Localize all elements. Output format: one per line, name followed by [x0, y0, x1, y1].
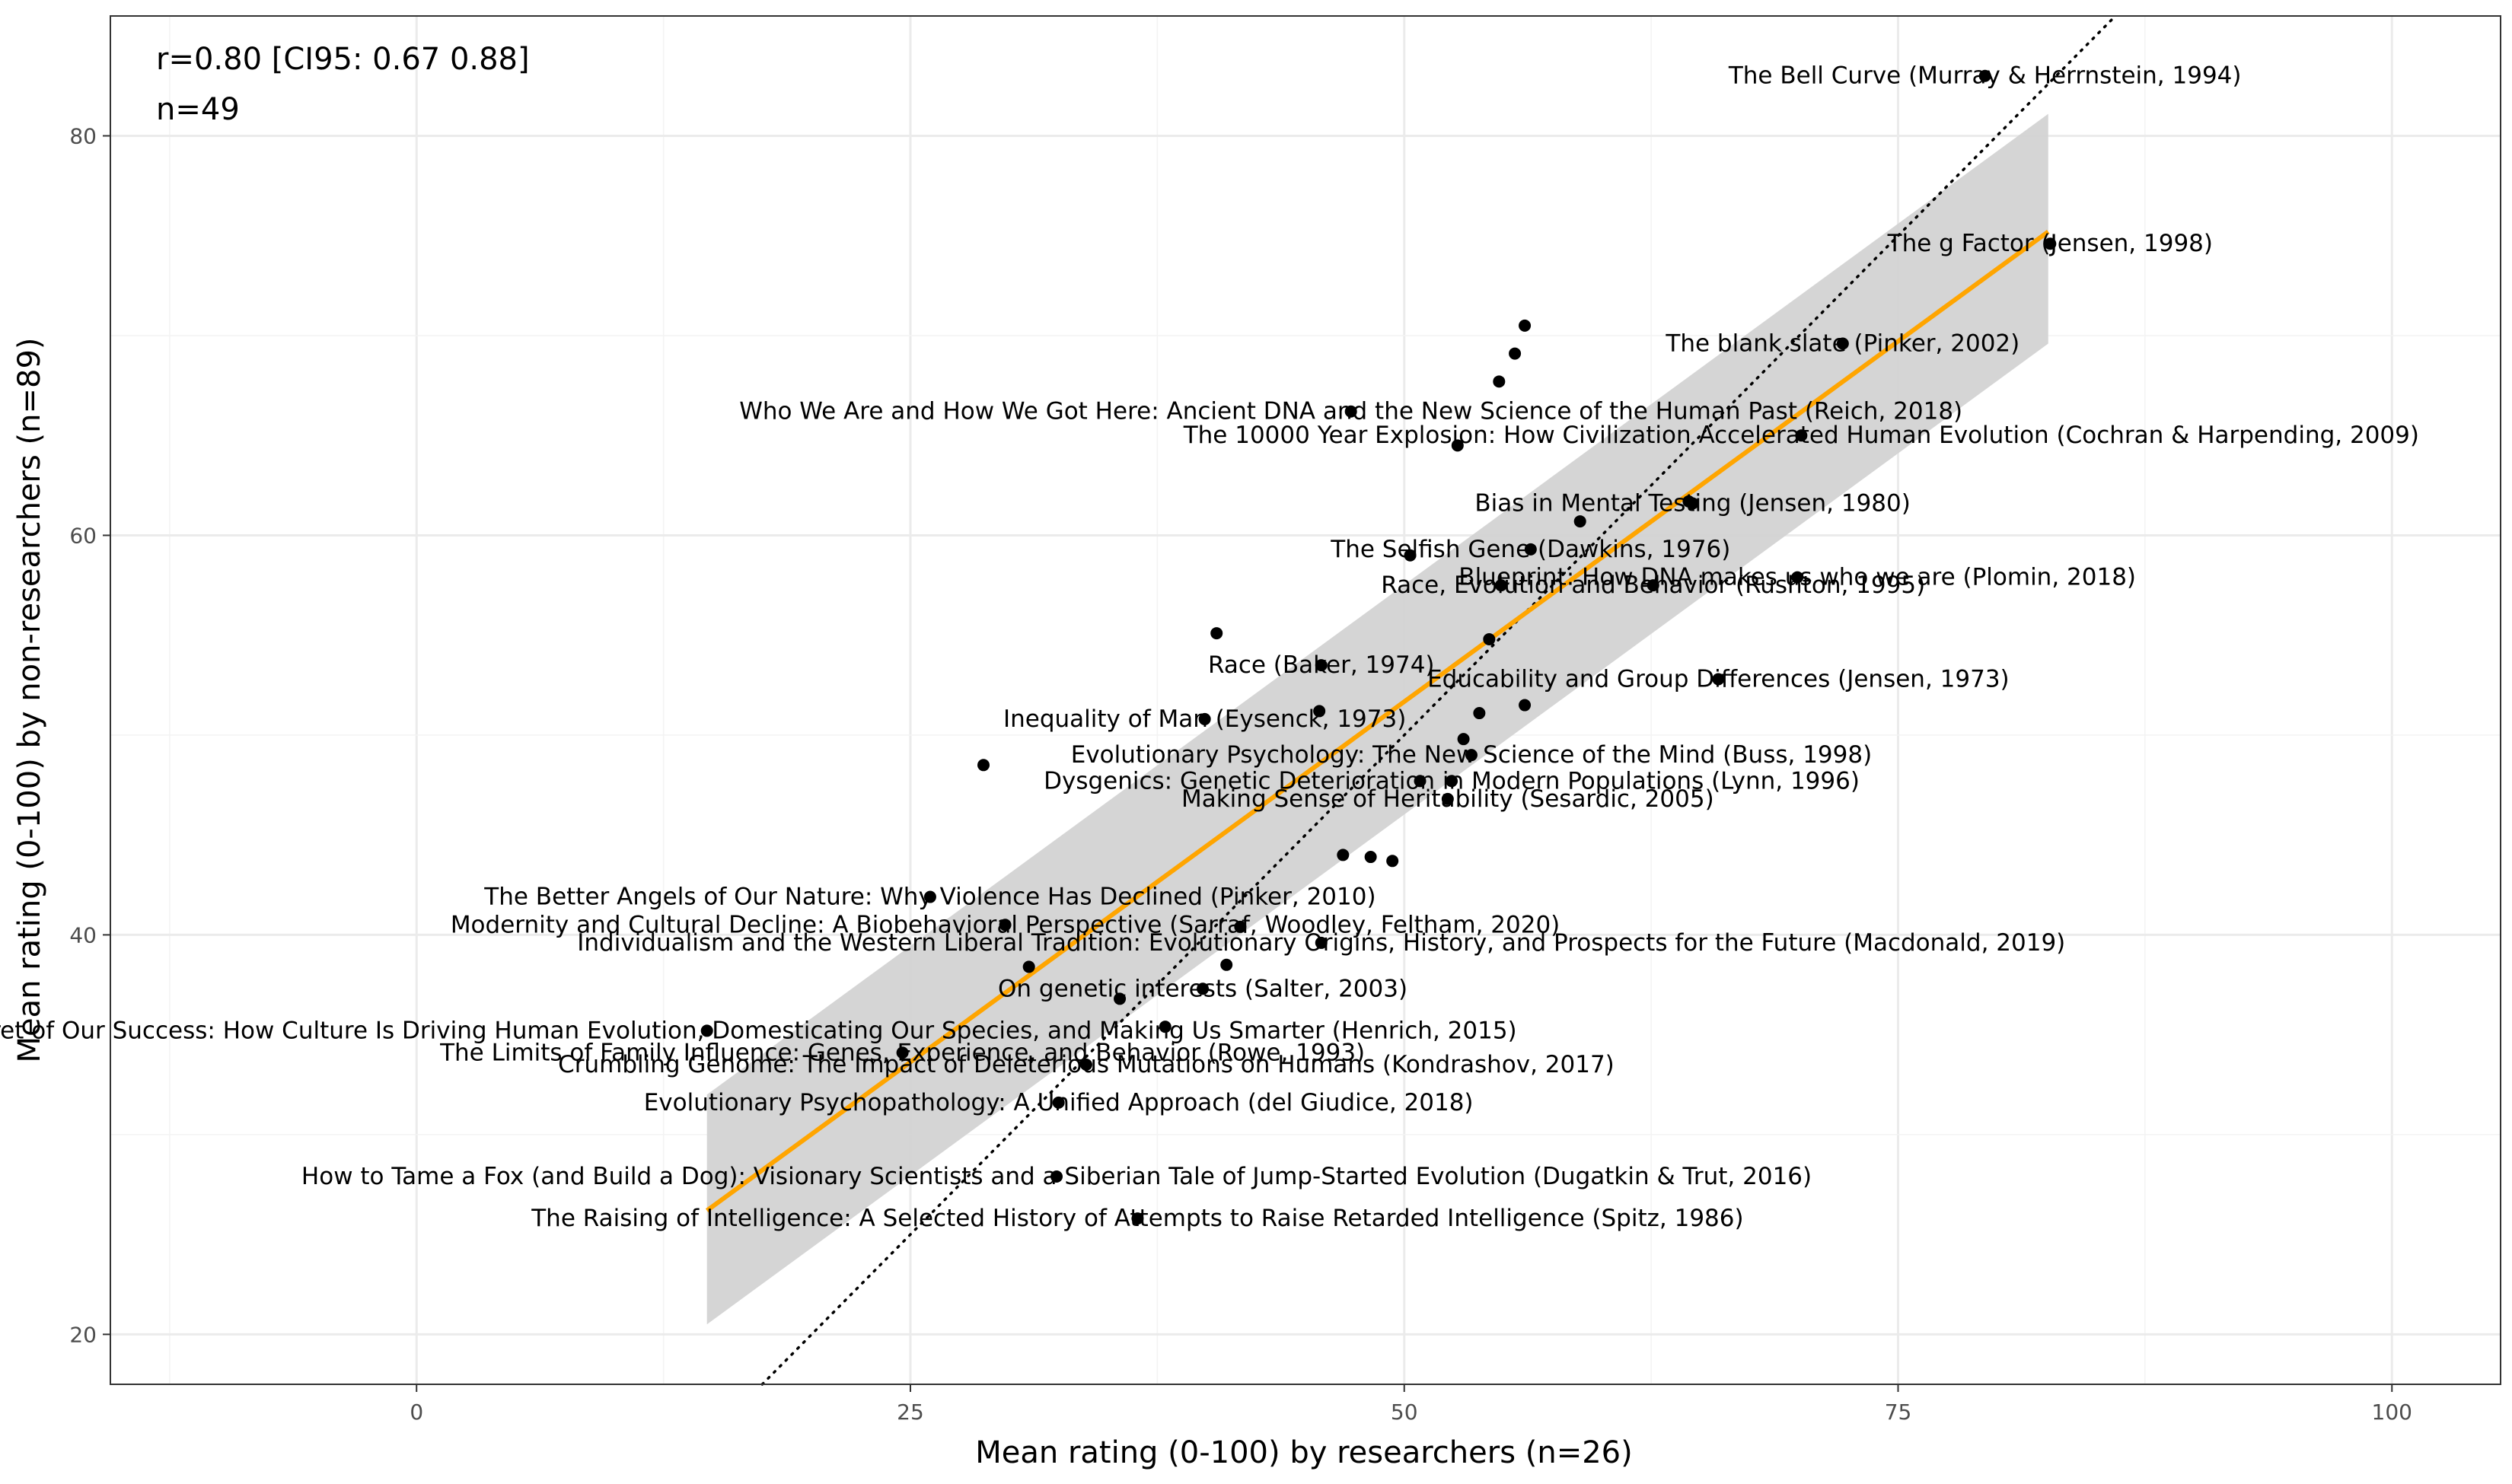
correlation-annotation: r=0.80 [CI95: 0.67 0.88]	[156, 42, 530, 77]
point-label: Race (Baker, 1974)	[1208, 651, 1435, 679]
data-point	[1022, 960, 1035, 973]
x-tick-label: 75	[1885, 1400, 1912, 1425]
data-point	[1414, 775, 1427, 788]
data-point	[1114, 992, 1127, 1005]
identity-line	[760, 14, 2117, 1386]
data-point	[1493, 375, 1506, 388]
data-point	[1519, 319, 1532, 332]
data-point	[999, 919, 1012, 931]
x-tick-label: 0	[410, 1400, 423, 1425]
point-label: Making Sense of Heritability (Sesardic, …	[1181, 785, 1714, 813]
data-point	[1050, 1170, 1063, 1183]
point-labels: The Bell Curve (Murray & Herrnstein, 199…	[0, 62, 2419, 1232]
data-point	[1519, 699, 1532, 712]
data-point	[1404, 549, 1417, 562]
point-label: The g Factor (Jensen, 1998)	[1887, 230, 2213, 257]
data-point	[1712, 673, 1725, 686]
y-tick-label: 40	[69, 922, 97, 947]
point-label: The Limits of Family Influence: Genes, E…	[439, 1039, 1365, 1066]
point-label: Blueprint: How DNA makes us who we are (…	[1458, 564, 2136, 591]
plot-border	[110, 15, 2501, 1385]
point-label: How to Tame a Fox (and Build a Dog): Vis…	[301, 1163, 1812, 1190]
point-label: The 10000 Year Explosion: How Civilizati…	[1183, 422, 2419, 449]
point-label: Inequality of Man (Eysenck, 1973)	[1003, 705, 1406, 733]
data-point	[923, 890, 936, 903]
point-label: Modernity and Cultural Decline: A Biobeh…	[451, 911, 1560, 938]
data-point	[1079, 1059, 1092, 1072]
data-point	[1465, 749, 1478, 762]
y-tick-label: 60	[69, 523, 97, 548]
point-label: Dysgenics: Genetic Deterioration in Mode…	[1044, 767, 1860, 795]
point-label: Who We Are and How We Got Here: Ancient …	[739, 398, 1962, 425]
data-point	[1524, 543, 1537, 556]
data-point	[1386, 855, 1399, 868]
data-point	[700, 1024, 713, 1037]
point-label: Educability and Group Differences (Jense…	[1427, 665, 2010, 693]
y-tick-label: 80	[69, 123, 97, 148]
point-label: The Raising of Intelligence: A Selected …	[531, 1205, 1743, 1232]
regression-line	[705, 230, 2050, 1213]
point-label: Individualism and the Western Liberal Tr…	[577, 929, 2065, 957]
data-point	[1682, 495, 1695, 508]
y-tick-label: 20	[69, 1322, 97, 1347]
data-point	[1159, 1021, 1172, 1033]
sample-size-annotation: n=49	[156, 92, 240, 127]
data-point	[1451, 439, 1464, 452]
data-point	[1198, 712, 1211, 725]
point-label: Evolutionary Psychopathology: A Unified …	[644, 1089, 1474, 1116]
data-point	[1791, 571, 1804, 584]
data-point	[1457, 733, 1470, 746]
point-label: Bias in Mental Testing (Jensen, 1980)	[1474, 489, 1910, 517]
data-point	[1313, 705, 1326, 718]
point-label: On genetic interests (Salter, 2003)	[998, 975, 1407, 1002]
data-point	[1315, 659, 1328, 672]
x-tick-label: 100	[2372, 1400, 2412, 1425]
data-point	[1197, 982, 1210, 995]
point-label: The blank slate (Pinker, 2002)	[1665, 330, 2019, 357]
point-label: Crumbling Genome: The Impact of Deleteri…	[558, 1051, 1615, 1078]
x-tick-label: 25	[897, 1400, 924, 1425]
regression-fit-line	[705, 230, 2050, 1213]
data-point	[1647, 579, 1659, 592]
point-label: The Secret of Our Success: How Culture I…	[0, 1017, 1517, 1044]
data-point	[1795, 429, 1808, 442]
data-point	[1509, 347, 1522, 360]
data-point	[1494, 579, 1507, 592]
data-point	[1315, 936, 1328, 949]
data-point	[1234, 920, 1247, 933]
data-point	[1446, 775, 1458, 788]
x-axis-title: Mean rating (0-100) by researchers (n=26…	[975, 1435, 1632, 1470]
data-points	[700, 69, 2057, 1225]
data-point	[1364, 851, 1377, 864]
data-point	[896, 1046, 909, 1059]
data-point	[1836, 337, 1849, 350]
point-label: Race, Evolution and Behavior (Rushton, 1…	[1381, 572, 1925, 599]
data-point	[1344, 405, 1357, 418]
data-point	[1210, 627, 1223, 640]
x-tick-label: 50	[1391, 1400, 1418, 1425]
identity-dotted-line	[760, 14, 2117, 1386]
data-point	[1220, 958, 1233, 971]
data-point	[1052, 1096, 1065, 1109]
x-axis-ticks: 0 25 50 75 100	[410, 1384, 2412, 1425]
point-label: The Better Angels of Our Nature: Why Vio…	[483, 884, 1376, 911]
data-point	[2044, 237, 2057, 250]
y-axis-title: Mean rating (0-100) by non-researchers (…	[12, 337, 47, 1062]
data-point	[977, 759, 990, 772]
data-point	[1337, 849, 1350, 861]
data-point	[1573, 515, 1586, 528]
data-point	[1473, 707, 1486, 720]
point-label: The Bell Curve (Murray & Herrnstein, 199…	[1728, 62, 2242, 90]
data-point	[1978, 69, 1991, 82]
y-axis-ticks: 20 40 60 80	[69, 123, 110, 1347]
data-point	[1131, 1212, 1144, 1225]
data-point	[1483, 632, 1496, 645]
data-point	[1441, 792, 1454, 805]
point-label: Evolutionary Psychology: The New Science…	[1071, 741, 1872, 769]
point-label: The Selfish Gene (Dawkins, 1976)	[1330, 536, 1730, 563]
